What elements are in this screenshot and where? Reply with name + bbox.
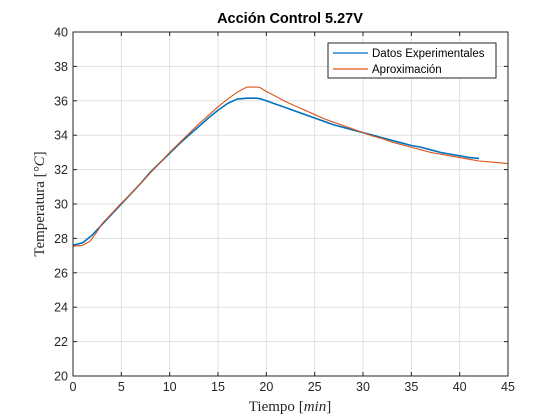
legend-box <box>327 42 497 79</box>
x-tick-label: 20 <box>259 380 273 394</box>
y-tick-label: 36 <box>54 94 68 108</box>
x-tick-label: 10 <box>163 380 177 394</box>
y-tick-label: 30 <box>54 198 68 212</box>
x-tick-label: 30 <box>356 380 370 394</box>
x-axis-title-text: Tiempo <box>249 399 295 415</box>
legend-label-aproximacion: Aproximación <box>372 64 442 76</box>
chart-title: Acción Control 5.27V <box>217 11 363 27</box>
y-axis-unit-close: ] <box>32 151 48 156</box>
series-layer <box>72 86 509 247</box>
y-tick-label: 26 <box>54 266 68 280</box>
legend: Datos Experimentales Aproximación <box>327 42 497 79</box>
x-tick-label: 35 <box>404 380 418 394</box>
x-tick-label: 0 <box>70 380 77 394</box>
x-axis-unit-open: [ <box>299 399 304 415</box>
y-tick-label: 40 <box>54 26 68 40</box>
x-tick-label: 45 <box>501 380 515 394</box>
y-tick-label: 20 <box>54 370 68 384</box>
legend-label-datos: Datos Experimentales <box>372 48 485 60</box>
y-axis-title: Temperatura [°C] <box>32 151 48 256</box>
y-axis-unit-open: [ <box>32 172 48 177</box>
y-tick-label: 22 <box>54 335 68 349</box>
x-axis-unit: min <box>304 399 327 415</box>
y-tick-label: 34 <box>54 129 68 143</box>
series-line-aproximacion <box>72 86 509 247</box>
y-tick-label: 38 <box>54 60 68 74</box>
x-tick-label: 25 <box>308 380 322 394</box>
y-tick-label: 32 <box>54 163 68 177</box>
x-tick-label: 5 <box>118 380 125 394</box>
ticks: 0 5 10 15 20 25 30 35 40 45 20 22 24 26 28 30 32 34 36 38 40 <box>54 26 515 395</box>
y-tick-label: 24 <box>54 301 68 315</box>
y-axis-unit: °C <box>32 155 48 172</box>
y-axis-title-text: Temperatura <box>32 181 48 257</box>
x-tick-label: 15 <box>211 380 225 394</box>
x-axis-unit-close: ] <box>326 399 331 415</box>
y-tick-label: 28 <box>54 232 68 246</box>
x-axis-title: Tiempo [min] <box>249 399 331 415</box>
x-tick-label: 40 <box>453 380 467 394</box>
